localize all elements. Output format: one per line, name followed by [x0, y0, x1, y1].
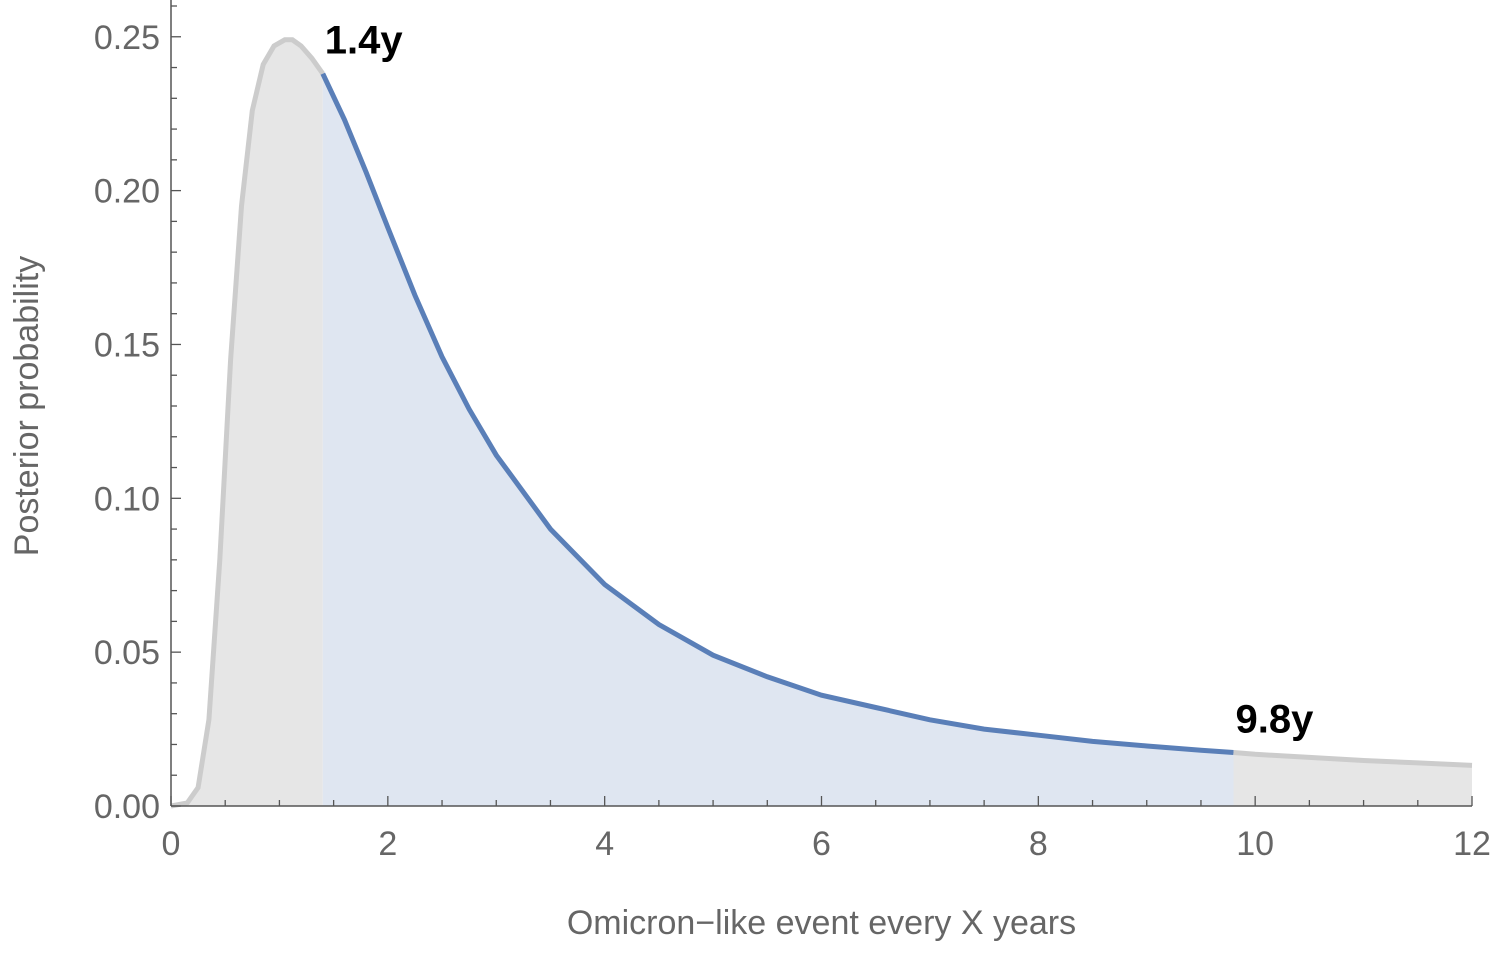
y-tick-label: 0.05 — [94, 634, 160, 672]
x-tick-label: 12 — [1453, 825, 1491, 863]
x-tick-label: 8 — [1029, 825, 1048, 863]
x-tick-label: 2 — [378, 825, 397, 863]
density-curve-interval — [320, 72, 1234, 755]
axes: 0 2 4 6 8 10 12 0.00 0.05 0.10 0.15 0.20 0.25 — [94, 0, 1491, 863]
x-ticks: 0 2 4 6 8 10 12 — [162, 796, 1491, 863]
interval-bound-label: 1.4y — [325, 19, 404, 63]
x-tick-label: 4 — [595, 825, 614, 863]
credible-interval-fill — [322, 73, 1234, 806]
y-tick-label: 0.15 — [94, 326, 160, 364]
y-tick-label: 0.00 — [94, 788, 160, 826]
x-tick-label: 6 — [812, 825, 831, 863]
x-tick-label: 0 — [162, 825, 181, 863]
y-tick-label: 0.20 — [94, 173, 160, 211]
annotations: 1.4y 9.8y — [325, 19, 1314, 742]
y-ticks: 0.00 0.05 0.10 0.15 0.20 0.25 — [94, 5, 181, 826]
plot-area — [170, 37, 1473, 809]
outside-interval-fill-left — [171, 39, 323, 807]
y-tick-label: 0.25 — [94, 19, 160, 57]
interval-bound-label: 9.8y — [1235, 697, 1314, 741]
x-axis-title: Omicron−like event every X years — [567, 904, 1076, 942]
density-curve-left — [170, 37, 325, 809]
density-curve-right — [1233, 750, 1473, 768]
outside-interval-fill-right — [1233, 752, 1472, 806]
y-tick-label: 0.10 — [94, 480, 160, 518]
x-tick-label: 10 — [1236, 825, 1274, 863]
y-axis-title: Posterior probability — [8, 256, 46, 556]
